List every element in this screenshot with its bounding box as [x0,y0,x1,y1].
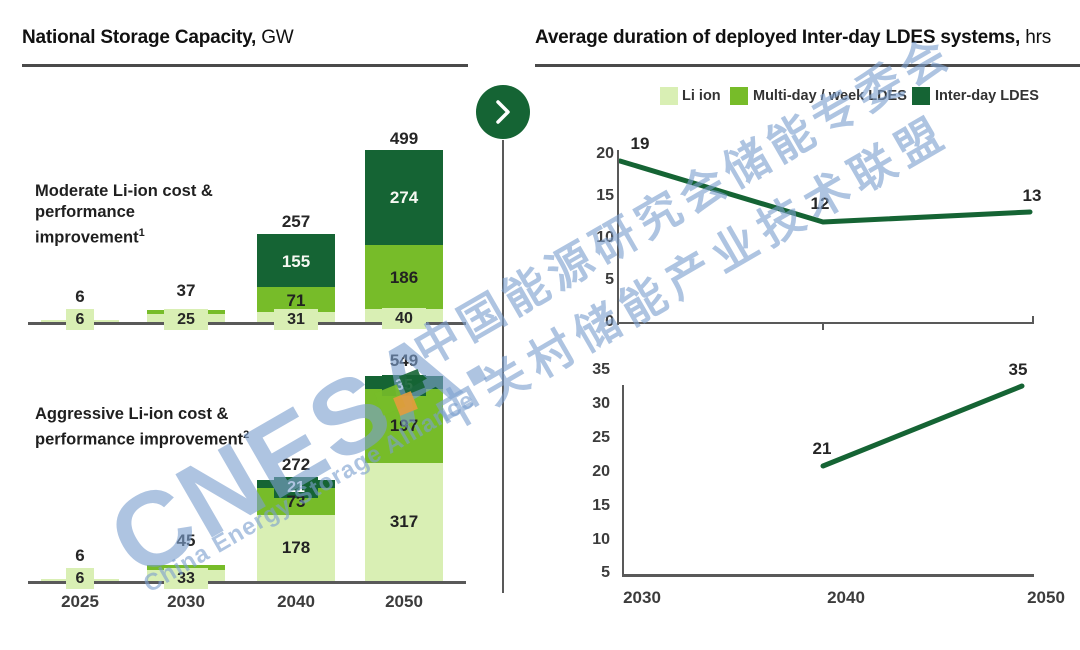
rb-ytick-30: 30 [592,395,610,412]
legend-swatch-li-ion [660,87,678,105]
bar-aggressive-2040-li-label: 178 [281,538,311,557]
bar-moderate-2040-multi [257,287,335,312]
bar-aggressive-2030-total: 45 [176,531,196,550]
bar-moderate-2050-li-label: 40 [382,308,426,329]
bar-moderate-2050-multi [365,245,443,309]
rb-ytick-15: 15 [592,497,610,514]
rt-point-label-2040: 12 [810,194,830,213]
bar-aggressive-2040-multi-label: 73 [286,492,306,511]
rt-ytick-10: 10 [596,229,614,246]
rb-point-label-2040: 21 [812,439,832,458]
bar-moderate-2050-multi-label: 186 [389,268,419,287]
rt-y-axis [617,150,619,325]
bar-aggressive-2040-inter-label: 21 [274,477,318,498]
legend-swatch-multi-day [730,87,748,105]
legend-swatch-inter-day [912,87,930,105]
bar-moderate-2050-inter-label: 274 [389,188,419,207]
bar-moderate-2025-total: 6 [75,287,85,306]
bar-aggressive-2030-multi [147,565,225,570]
aggressive-line1: Aggressive Li-ion cost & [35,405,229,423]
bar-aggressive-2025-li-label: 6 [66,568,94,589]
rt-x-tick-end [1032,316,1034,322]
moderate-line2: performance [35,203,135,221]
bar-moderate-2040-inter-label: 155 [281,252,311,271]
bar-aggressive-2040-li [257,515,335,582]
bar-moderate-2030-total: 37 [176,281,196,300]
left-x-label-2050: 2050 [385,592,423,611]
aggressive-line2: performance improvement [35,430,244,449]
left-x-label-2040: 2040 [277,592,315,611]
right-title-underline [535,64,1080,67]
rt-x-axis [617,322,1034,324]
rb-point-label-2050: 35 [1008,360,1028,379]
rt-ytick-20: 20 [596,145,614,162]
chevron-right-icon [496,100,510,124]
rb-duration-line [820,383,1025,469]
panel-divider-line [502,140,504,593]
rb-x-label-2050: 2050 [1027,588,1065,607]
left-x-label-2030: 2030 [167,592,205,611]
bar-moderate-2050-inter [365,150,443,245]
moderate-line1: Moderate Li-ion cost & [35,182,213,200]
bar-moderate-2040-li-label: 31 [274,309,318,330]
right-title-text: Average duration of deployed Inter-day L… [535,27,1021,48]
bar-moderate-2025-li-label: 6 [66,309,94,330]
left-panel-title: National Storage Capacity, GW [22,27,294,49]
rt-point-label-2030: 19 [630,134,650,153]
aggressive-footnote: 2 [243,429,250,441]
legend-label-multi-day: Multi-day / week LDES [753,88,907,104]
bar-aggressive-2050-inter-label: 35 [382,375,426,396]
moderate-x-axis [28,322,466,325]
bar-aggressive-2050-li [365,463,443,582]
bar-aggressive-2025-total: 6 [75,546,85,565]
rt-point-label-2050: 13 [1022,186,1042,205]
bar-moderate-2040-total: 257 [281,212,311,231]
bar-moderate-2030-li-label: 25 [164,309,208,330]
bar-aggressive-2050-total: 549 [389,351,419,370]
legend-label-li-ion: Li ion [682,88,721,104]
bar-moderate-2040-inter [257,234,335,287]
bar-aggressive-2030-li-label: 33 [164,568,208,589]
left-title-text: National Storage Capacity, [22,27,257,48]
next-circle-button[interactable] [476,85,530,139]
bar-moderate-2040-multi-label: 71 [286,291,306,310]
legend-label-inter-day: Inter-day LDES [935,88,1039,104]
rb-x-axis [622,574,1034,577]
moderate-line3: improvement [35,228,139,247]
rt-ytick-15: 15 [596,187,614,204]
rt-ytick-0: 0 [605,313,614,330]
left-title-underline [22,64,468,67]
aggressive-x-axis [28,581,466,584]
rt-x-tick-2040 [822,324,824,330]
rt-duration-line [617,158,1033,225]
left-title-unit: GW [261,27,294,48]
right-title-unit: hrs [1025,27,1052,48]
scenario-label-aggressive: Aggressive Li-ion cost & performance imp… [35,404,249,451]
bar-aggressive-2040-total: 272 [281,455,311,474]
rb-ytick-5: 5 [601,564,610,581]
rb-ytick-10: 10 [592,531,610,548]
bar-aggressive-2050-li-label: 317 [389,512,419,531]
moderate-footnote: 1 [138,227,145,239]
rb-x-label-2040: 2040 [827,588,865,607]
rb-ytick-35: 35 [592,361,610,378]
rb-y-axis [622,385,624,576]
scenario-label-moderate: Moderate Li-ion cost & performance impro… [35,181,213,249]
rb-ytick-20: 20 [592,463,610,480]
bar-aggressive-2050-multi-label: 197 [389,416,419,435]
bar-moderate-2050-total: 499 [389,129,419,148]
rt-ytick-5: 5 [605,271,614,288]
rb-ytick-25: 25 [592,429,610,446]
right-panel-title: Average duration of deployed Inter-day L… [535,27,1051,49]
left-x-label-2025: 2025 [61,592,99,611]
rb-x-label-2030: 2030 [623,588,661,607]
